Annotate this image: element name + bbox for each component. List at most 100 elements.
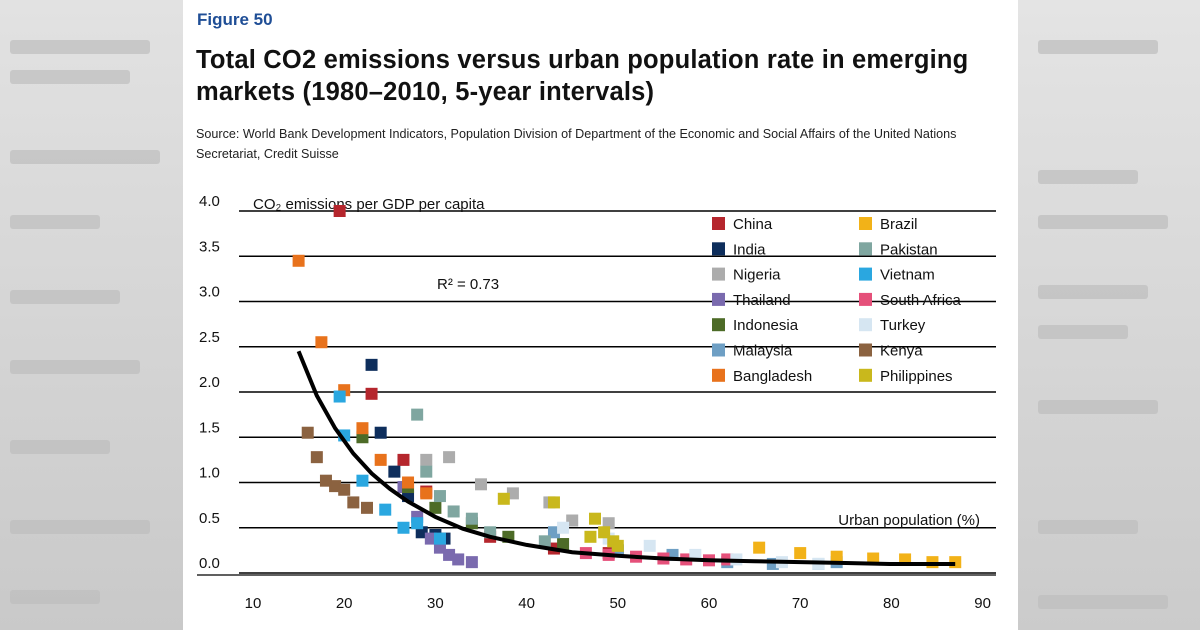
background-blur-bar [10, 520, 150, 534]
point-bangladesh [375, 454, 387, 466]
y-tick-label: 2.0 [199, 374, 220, 391]
background-blur-bar [1038, 520, 1138, 534]
scatter-chart: 0.0 0.5 1.0 1.5 2.0 2.5 3.0 3.5 4.0 10 20 30 40 50 60… [183, 0, 1018, 630]
point-kenya [338, 484, 350, 496]
background-blur-bar [1038, 170, 1138, 184]
legend-label: India [733, 241, 766, 258]
point-bangladesh [402, 477, 414, 489]
legend: China India Nigeria Thailand Indonesia Malays… [712, 216, 962, 385]
background-blur-bar [1038, 400, 1158, 414]
background-blur-bar [10, 40, 150, 54]
point-philippines [584, 531, 596, 543]
point-china [397, 454, 409, 466]
legend-swatch [859, 268, 872, 281]
legend-swatch [712, 344, 725, 357]
y-tick-labels: 0.0 0.5 1.0 1.5 2.0 2.5 3.0 3.5 4.0 [199, 193, 220, 572]
point-kenya [347, 496, 359, 508]
x-tick-label: 20 [336, 595, 353, 612]
point-turkey [557, 522, 569, 534]
background-blur-bar [10, 290, 120, 304]
background-blur-bar [1038, 325, 1128, 339]
background-blur-bar [10, 440, 110, 454]
legend-swatch [712, 318, 725, 331]
point-nigeria [443, 451, 455, 463]
legend-label: Brazil [880, 216, 918, 233]
y-tick-label: 1.5 [199, 419, 220, 436]
legend-label: Philippines [880, 368, 953, 385]
background-left-panel [0, 0, 183, 630]
point-pakistan [466, 513, 478, 525]
legend-label: Pakistan [880, 241, 938, 258]
x-tick-label: 60 [701, 595, 718, 612]
legend-swatch [712, 369, 725, 382]
point-pakistan [411, 409, 423, 421]
point-china [366, 388, 378, 400]
legend-label: South Africa [880, 292, 962, 309]
legend-label: China [733, 216, 773, 233]
point-philippines [589, 513, 601, 525]
point-bangladesh [293, 255, 305, 267]
point-india [388, 466, 400, 478]
legend-swatch [859, 242, 872, 255]
background-blur-bar [10, 215, 100, 229]
point-pakistan [448, 505, 460, 517]
y-tick-label: 3.0 [199, 284, 220, 301]
point-philippines [612, 540, 624, 552]
x-tick-label: 10 [245, 595, 262, 612]
x-tick-label: 40 [518, 595, 535, 612]
y-tick-label: 1.0 [199, 465, 220, 482]
point-china [334, 205, 346, 217]
x-tick-label: 30 [427, 595, 444, 612]
point-nigeria [475, 478, 487, 490]
background-blur-bar [1038, 285, 1148, 299]
legend-label: Turkey [880, 317, 926, 334]
legend-swatch [859, 293, 872, 306]
point-bangladesh [420, 487, 432, 499]
figure-card: Figure 50 Total CO2 emissions versus urb… [183, 0, 1018, 630]
y-tick-label: 3.5 [199, 238, 220, 255]
legend-label: Bangladesh [733, 368, 812, 385]
point-brazil [753, 542, 765, 554]
point-philippines [498, 493, 510, 505]
y-tick-label: 0.5 [199, 510, 220, 527]
y-tick-label: 2.5 [199, 329, 220, 346]
x-tick-label: 50 [609, 595, 626, 612]
point-kenya [311, 451, 323, 463]
y-axis-label: CO₂ emissions per GDP per capita [253, 196, 485, 213]
legend-label: Nigeria [733, 267, 781, 284]
background-blur-bar [1038, 595, 1168, 609]
legend-swatch [859, 344, 872, 357]
point-vietnam [356, 475, 368, 487]
legend-label: Vietnam [880, 267, 935, 284]
background-blur-bar [1038, 40, 1158, 54]
background-blur-bar [1038, 215, 1168, 229]
point-vietnam [334, 391, 346, 403]
background-blur-bar [10, 70, 130, 84]
x-axis-label: Urban population (%) [838, 512, 980, 529]
point-bangladesh [315, 336, 327, 348]
background-blur-bar [10, 150, 160, 164]
x-tick-label: 70 [792, 595, 809, 612]
legend-swatch [712, 242, 725, 255]
legend-label: Thailand [733, 292, 791, 309]
point-kenya [302, 427, 314, 439]
x-tick-label: 80 [883, 595, 900, 612]
point-indonesia [429, 502, 441, 514]
legend-label: Kenya [880, 343, 923, 360]
background-right-panel [1018, 0, 1200, 630]
legend-label: Malaysia [733, 343, 793, 360]
point-philippines [548, 496, 560, 508]
point-thailand [452, 553, 464, 565]
legend-swatch [859, 217, 872, 230]
legend-swatch [712, 217, 725, 230]
point-nigeria [420, 454, 432, 466]
point-vietnam [434, 533, 446, 545]
point-thailand [466, 556, 478, 568]
point-vietnam [411, 517, 423, 529]
legend-swatch [859, 369, 872, 382]
x-tick-label: 90 [974, 595, 991, 612]
legend-swatch [712, 268, 725, 281]
background-blur-bar [10, 590, 100, 604]
legend-swatch [859, 318, 872, 331]
background-blur-bar [10, 360, 140, 374]
